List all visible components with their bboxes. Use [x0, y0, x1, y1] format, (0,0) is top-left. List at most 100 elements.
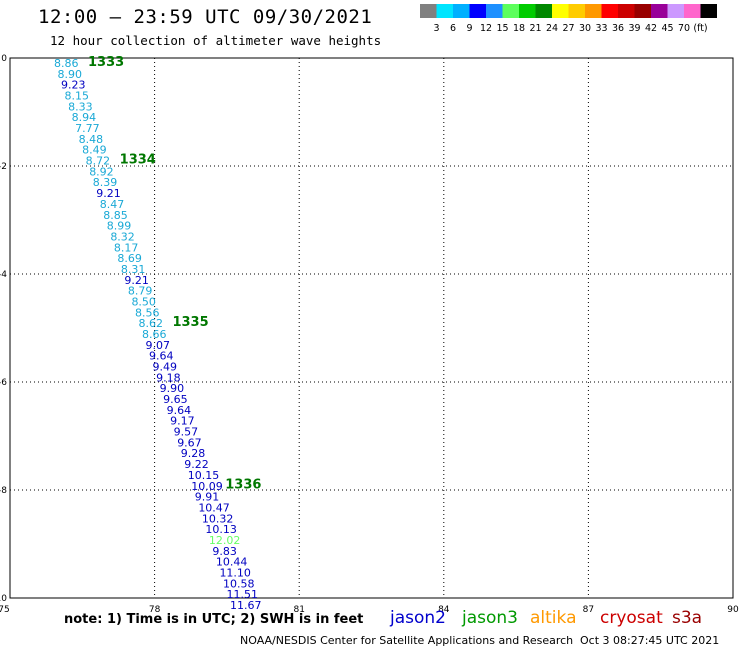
wave-height-label: 10.44 — [216, 556, 248, 569]
wave-height-label: 9.64 — [149, 350, 174, 363]
legend-swatch — [519, 4, 536, 18]
legend-label: 12 — [480, 23, 492, 34]
legend-label: 15 — [496, 23, 508, 34]
legend-swatch — [667, 4, 684, 18]
page-title: 12:00 – 23:59 UTC 09/30/2021 — [38, 6, 373, 28]
wave-height-label: 8.39 — [93, 176, 118, 189]
wave-height-label: 9.57 — [174, 426, 199, 439]
lon-tick-label: 90 — [727, 605, 739, 615]
credit-line: NOAA/NESDIS Center for Satellite Applica… — [240, 634, 574, 647]
legend-label: 70 — [678, 23, 690, 34]
lon-tick-label: 75 — [0, 605, 10, 615]
legend-swatch — [502, 4, 519, 18]
legend-label: 33 — [595, 23, 607, 34]
legend-swatch — [469, 4, 486, 18]
wave-height-label: 9.64 — [167, 404, 192, 417]
wave-height-label: 9.18 — [156, 371, 181, 384]
wave-height-label: 9.21 — [124, 274, 148, 287]
legend-swatch — [634, 4, 651, 18]
pass-number-label: 1334 — [120, 152, 156, 167]
wave-height-label: 9.67 — [177, 436, 202, 449]
wave-height-label: 10.13 — [205, 523, 237, 536]
wave-height-label: 9.90 — [160, 382, 185, 395]
footnote: note: 1) Time is in UTC; 2) SWH is in fe… — [64, 612, 364, 627]
legend-label: 39 — [628, 23, 640, 34]
wave-height-label: 8.15 — [65, 90, 90, 103]
lon-tick-label: 81 — [293, 605, 304, 615]
legend-swatch — [453, 4, 470, 18]
legend-swatch — [684, 4, 701, 18]
wave-height-label: 8.86 — [54, 57, 79, 70]
legend-label: 30 — [579, 23, 591, 34]
legend-swatch — [552, 4, 569, 18]
legend-label: (ft) — [693, 23, 707, 34]
wave-height-label: 11.51 — [226, 588, 257, 601]
lat-tick-label: -2 — [0, 162, 7, 172]
legend-label: 45 — [661, 23, 673, 34]
satellite-name-altika: altika — [530, 608, 577, 628]
lat-tick-label: -10 — [0, 594, 7, 604]
lat-tick-label: -8 — [0, 486, 7, 496]
wave-height-label: 9.22 — [184, 458, 209, 471]
wave-height-label: 10.09 — [191, 480, 223, 493]
wave-height-label: 8.50 — [131, 295, 156, 308]
wave-height-label: 8.92 — [89, 165, 114, 178]
pass-number-label: 1335 — [172, 315, 208, 330]
wave-height-label: 8.90 — [58, 68, 83, 81]
legend-swatch — [618, 4, 635, 18]
wave-height-label: 8.47 — [100, 198, 125, 211]
legend-label: 18 — [513, 23, 525, 34]
wave-height-label: 8.49 — [82, 144, 107, 157]
legend-swatch — [585, 4, 602, 18]
wave-height-label: 8.85 — [103, 209, 128, 222]
wave-height-label: 9.83 — [212, 545, 237, 558]
legend-swatch — [486, 4, 503, 18]
legend-label: 21 — [529, 23, 541, 34]
lon-tick-label: 78 — [149, 605, 161, 615]
satellite-name-jason2: jason2 — [390, 608, 446, 628]
wave-height-label: 8.17 — [114, 241, 139, 254]
wave-height-label: 8.66 — [142, 328, 167, 341]
map-plot: 75 78 81 84 87 90 0 -2 -4 -6 -8 -10 8.868.909.238.15… — [0, 54, 739, 615]
wave-height-label: 8.32 — [110, 230, 135, 243]
lon-tick-label: 84 — [438, 605, 450, 615]
wave-height-label: 10.58 — [223, 577, 255, 590]
wave-height-label: 11.10 — [219, 566, 251, 579]
pass-number-label: 1336 — [225, 478, 261, 493]
wave-height-label: 12.02 — [209, 534, 241, 547]
satellite-name-jason3: jason3 — [462, 608, 518, 628]
legend-swatch — [651, 4, 668, 18]
satellite-name-cryosat: cryosat — [600, 608, 663, 628]
wave-height-label: 8.94 — [72, 111, 97, 124]
wave-height-label: 10.32 — [202, 512, 234, 525]
wave-height-label: 9.91 — [195, 491, 220, 504]
wave-height-label: 9.21 — [96, 187, 121, 200]
wave-height-label: 8.99 — [107, 220, 132, 233]
map-frame — [9, 57, 734, 599]
wave-height-label: 8.69 — [117, 252, 142, 265]
legend-label: 36 — [612, 23, 624, 34]
wave-height-label: 9.17 — [170, 415, 195, 428]
legend-swatch — [436, 4, 453, 18]
wave-height-label: 8.56 — [135, 306, 160, 319]
legend-label: 6 — [450, 23, 456, 34]
lat-tick-label: 0 — [1, 54, 7, 64]
legend-swatch — [568, 4, 585, 18]
wave-height-label: 8.79 — [128, 285, 153, 298]
wave-height-label: 8.31 — [121, 263, 146, 276]
legend-label: 42 — [645, 23, 657, 34]
legend-swatch — [420, 4, 437, 18]
legend-swatch — [535, 4, 552, 18]
lon-tick-label: 87 — [583, 605, 594, 615]
lat-tick-label: -6 — [0, 378, 7, 388]
wave-height-label: 10.47 — [198, 501, 230, 514]
page-subtitle: 12 hour collection of altimeter wave hei… — [50, 33, 382, 48]
generated-timestamp: Oct 3 08:27:45 UTC 2021 — [580, 634, 720, 647]
wave-height-label: 8.62 — [138, 317, 163, 330]
wave-height-label: 9.23 — [61, 79, 86, 92]
pass-number-label: 1333 — [88, 55, 124, 70]
lat-tick-label: -4 — [0, 270, 7, 280]
wave-height-label: 10.15 — [188, 469, 220, 482]
wave-height-label: 8.33 — [68, 100, 93, 113]
